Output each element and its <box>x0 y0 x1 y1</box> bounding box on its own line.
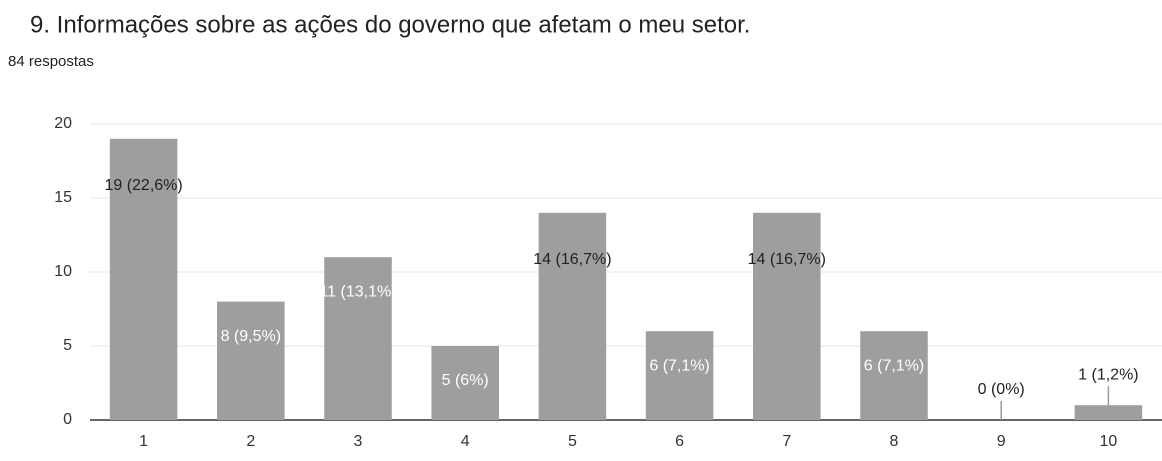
bar <box>538 212 607 420</box>
data-label: 14 (16,7%) <box>533 251 611 268</box>
x-tick-label: 8 <box>890 433 899 450</box>
bar <box>431 346 499 420</box>
bar <box>217 301 285 420</box>
bar <box>324 257 392 420</box>
data-label: 0 (0%) <box>978 381 1025 398</box>
bar <box>860 331 928 420</box>
bar <box>645 331 714 420</box>
y-tick-label: 5 <box>63 337 72 354</box>
y-tick-label: 20 <box>54 115 72 132</box>
bar <box>109 138 178 421</box>
x-tick-label: 6 <box>675 433 684 450</box>
data-label: 11 (13,1%) <box>319 283 396 300</box>
y-tick-label: 0 <box>63 411 72 428</box>
x-tick-label: 7 <box>782 433 791 450</box>
data-label: 5 (6%) <box>442 372 489 389</box>
data-label: 6 (7,1%) <box>649 357 709 374</box>
x-tick-label: 2 <box>246 433 255 450</box>
data-label: 14 (16,7%) <box>748 251 826 268</box>
x-tick-label: 10 <box>1100 433 1118 450</box>
x-tick-label: 9 <box>997 433 1006 450</box>
x-tick-label: 3 <box>354 433 363 450</box>
data-label: 1 (1,2%) <box>1078 366 1138 383</box>
bar <box>1074 405 1143 420</box>
chart-subtitle: 84 respostas <box>8 53 94 70</box>
y-tick-label: 10 <box>54 263 72 280</box>
data-label: 8 (9,5%) <box>221 328 281 345</box>
data-label: 6 (7,1%) <box>864 357 924 374</box>
x-tick-label: 1 <box>139 433 148 450</box>
data-label: 19 (22,6%) <box>104 177 182 194</box>
x-tick-label: 4 <box>461 433 470 450</box>
x-tick-label: 5 <box>568 433 577 450</box>
y-tick-label: 15 <box>54 189 72 206</box>
chart-title: 9. Informações sobre as ações do governo… <box>30 11 750 38</box>
bar <box>753 212 821 420</box>
